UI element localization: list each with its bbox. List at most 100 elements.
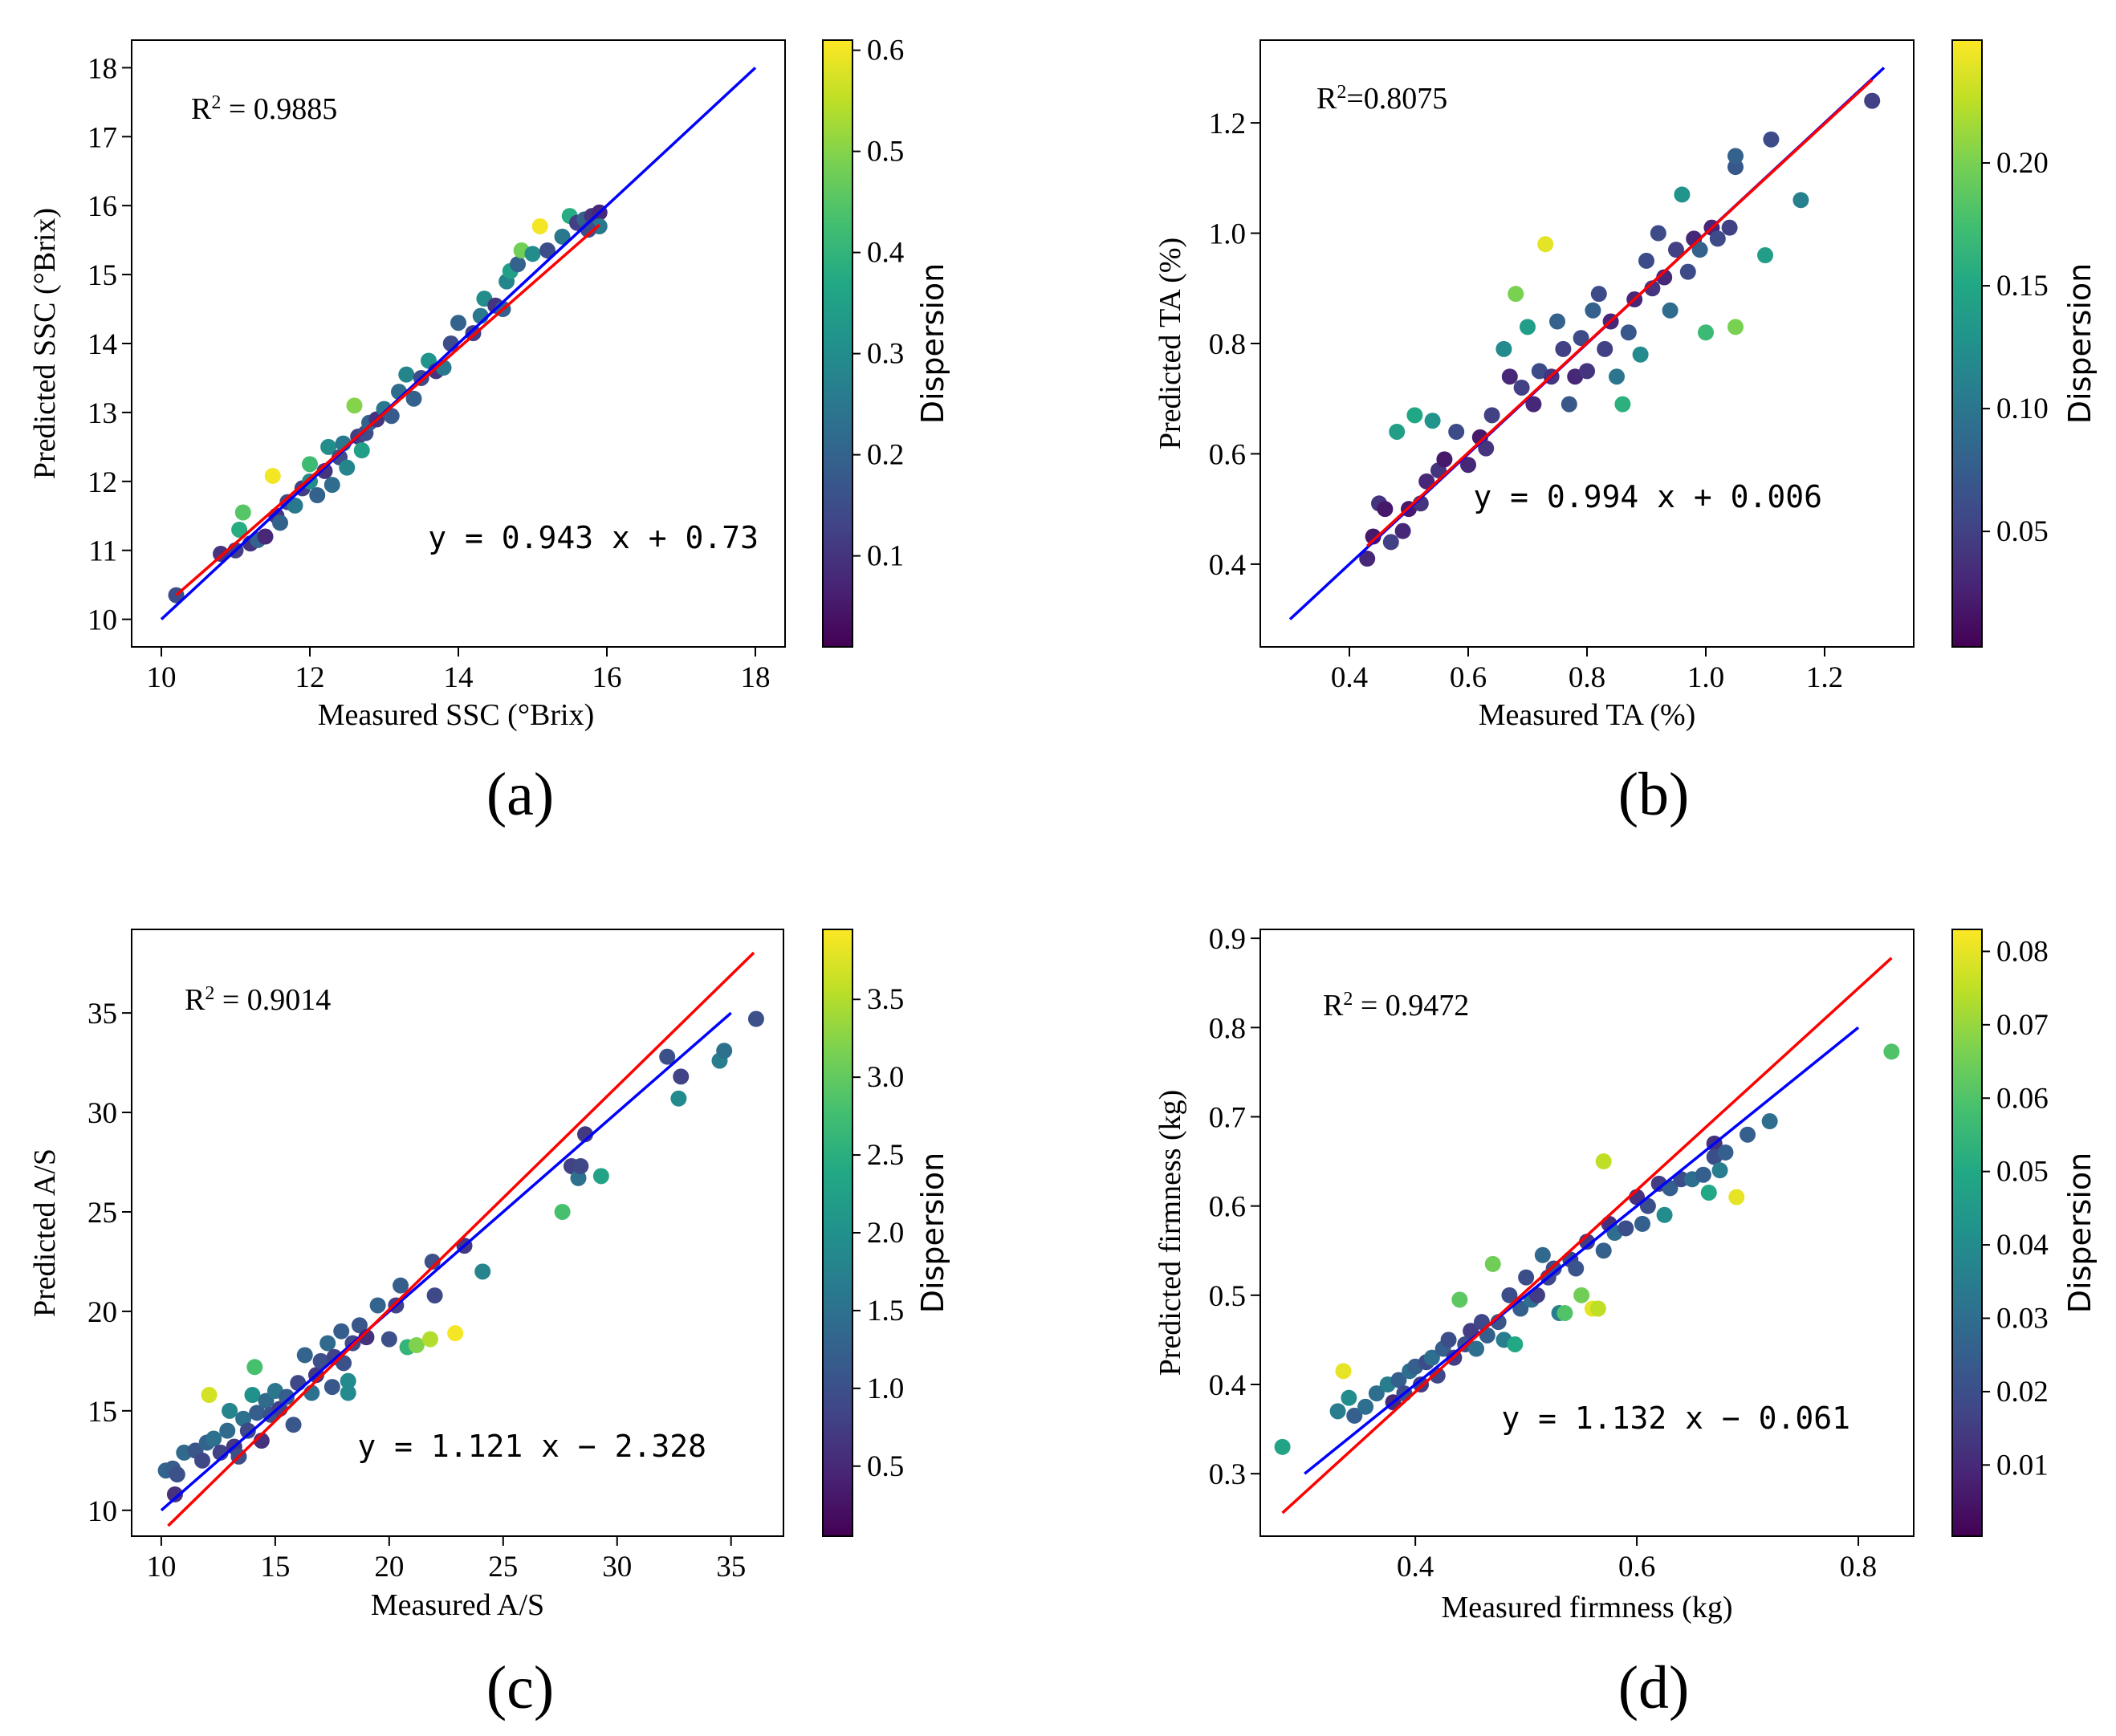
data-point-d-20 <box>1451 1291 1468 1308</box>
data-point-b-50 <box>1679 263 1696 280</box>
data-point-b-17 <box>1478 440 1495 457</box>
data-point-a-12 <box>287 497 303 514</box>
data-point-b-14 <box>1448 423 1465 440</box>
fit-line-d <box>1281 957 1893 1514</box>
colorbar-tick-label-d-5: 0.06 <box>1996 1082 2049 1115</box>
y-tick-label-d-5: 0.8 <box>1209 1012 1246 1045</box>
data-point-b-55 <box>1709 230 1726 247</box>
fit-line-b <box>1366 79 1874 547</box>
data-point-a-18 <box>320 438 337 455</box>
data-point-d-59 <box>1695 1166 1711 1183</box>
data-point-b-56 <box>1721 219 1738 236</box>
data-point-b-35 <box>1590 286 1607 303</box>
data-point-a-15 <box>302 456 318 473</box>
data-point-c-27 <box>290 1375 307 1392</box>
data-point-c-51 <box>447 1325 464 1342</box>
data-point-c-61 <box>670 1090 687 1107</box>
data-point-b-58 <box>1727 159 1744 176</box>
data-point-d-32 <box>1518 1269 1535 1286</box>
colorbar-tick-label-d-2: 0.03 <box>1996 1302 2049 1335</box>
x-axis-label-d: Measured firmness (kg) <box>1441 1591 1732 1624</box>
data-point-a-47 <box>510 256 526 273</box>
y-tick-label-c-3: 25 <box>87 1197 117 1230</box>
y-tick-label-a-6: 16 <box>87 190 117 223</box>
colorbar-b <box>1951 39 1983 648</box>
data-point-b-21 <box>1508 286 1524 303</box>
x-tick-label-c-3: 25 <box>488 1551 518 1584</box>
data-point-b-15 <box>1460 457 1476 474</box>
data-point-d-5 <box>1357 1398 1374 1415</box>
x-tick-label-c-4: 30 <box>602 1551 632 1584</box>
data-point-c-32 <box>319 1335 336 1352</box>
data-point-c-8 <box>201 1387 218 1404</box>
data-point-b-13 <box>1436 451 1453 468</box>
data-point-c-25 <box>279 1388 295 1405</box>
data-point-c-42 <box>369 1297 386 1314</box>
colorbar-d <box>1951 929 1983 1537</box>
data-point-d-64 <box>1717 1144 1734 1161</box>
equation-b: y = 0.994 x + 0.006 <box>1473 479 1822 514</box>
colorbar-ticks-c: 0.5 1.0 1.5 2.0 2.5 3.0 3.5 <box>853 983 904 1483</box>
y-tick-label-d-1: 0.4 <box>1209 1369 1246 1402</box>
colorbar-tick-label-d-6: 0.07 <box>1996 1009 2049 1042</box>
data-point-c-38 <box>340 1372 356 1389</box>
data-point-d-30 <box>1507 1336 1524 1352</box>
data-point-b-42 <box>1632 346 1649 363</box>
data-point-b-46 <box>1656 269 1673 286</box>
data-point-a-23 <box>346 397 363 414</box>
data-point-b-36 <box>1597 340 1613 357</box>
y-tick-label-b-0: 0.4 <box>1209 549 1246 582</box>
y-tick-label-c-1: 15 <box>87 1396 117 1429</box>
y-tick-label-c-5: 35 <box>87 998 117 1031</box>
data-point-c-40 <box>351 1317 368 1334</box>
ideal-line-d <box>1304 1026 1860 1475</box>
data-point-b-47 <box>1662 302 1679 319</box>
data-point-b-59 <box>1727 148 1744 165</box>
data-point-d-37 <box>1545 1260 1562 1277</box>
colorbar-tick-label-b-3: 0.20 <box>1996 147 2049 180</box>
data-point-c-48 <box>421 1331 438 1348</box>
x-tick-label-d-0: 0.4 <box>1397 1551 1434 1584</box>
data-point-c-3 <box>169 1466 185 1483</box>
x-axis-label-c: Measured A/S <box>371 1588 544 1622</box>
colorbar-tick-label-c-5: 3.0 <box>867 1061 904 1094</box>
data-point-c-35 <box>333 1323 350 1340</box>
data-point-b-11 <box>1424 413 1441 429</box>
colorbar-tick-label-a-0: 0.1 <box>867 540 904 573</box>
y-tick-label-d-3: 0.6 <box>1209 1191 1246 1224</box>
data-point-a-39 <box>450 315 466 331</box>
data-point-b-19 <box>1495 340 1512 357</box>
data-point-c-31 <box>312 1352 329 1369</box>
data-point-d-13 <box>1413 1376 1430 1392</box>
panel-label-a: (a) <box>486 761 554 828</box>
data-point-b-3 <box>1377 501 1394 518</box>
data-point-d-55 <box>1656 1206 1673 1223</box>
data-point-d-18 <box>1440 1331 1457 1348</box>
data-point-b-33 <box>1579 363 1595 380</box>
colorbar-tick-label-b-0: 0.05 <box>1996 515 2049 548</box>
data-point-b-5 <box>1389 423 1406 440</box>
data-point-c-53 <box>474 1263 491 1280</box>
y-tick-label-a-1: 11 <box>88 535 117 568</box>
panel-c-marks: 10 15 20 25 30 35 10 15 20 25 30 35 <box>87 951 764 1584</box>
data-point-b-60 <box>1757 247 1773 264</box>
data-point-d-46 <box>1595 1153 1612 1170</box>
y-tick-label-d-0: 0.3 <box>1209 1458 1246 1491</box>
y-tick-label-b-1: 0.6 <box>1209 438 1246 471</box>
data-point-c-2 <box>166 1486 183 1502</box>
r2-annotation-d: R2 = 0.9472 <box>1323 989 1469 1022</box>
colorbar-tick-label-a-1: 0.2 <box>867 439 904 472</box>
data-point-b-53 <box>1698 324 1714 341</box>
y-tick-label-a-4: 14 <box>87 328 117 361</box>
data-point-d-29 <box>1501 1287 1518 1303</box>
data-point-b-28 <box>1549 313 1565 330</box>
data-point-b-18 <box>1483 407 1500 424</box>
y-tick-label-a-5: 15 <box>87 259 117 292</box>
panel-label-b: (b) <box>1618 761 1690 828</box>
data-point-d-68 <box>1883 1043 1900 1060</box>
data-point-d-0 <box>1274 1438 1291 1455</box>
r2-annotation-a: R2 = 0.9885 <box>191 92 337 126</box>
data-point-b-44 <box>1644 280 1661 297</box>
data-point-c-16 <box>239 1422 256 1439</box>
data-point-a-3 <box>231 521 248 538</box>
